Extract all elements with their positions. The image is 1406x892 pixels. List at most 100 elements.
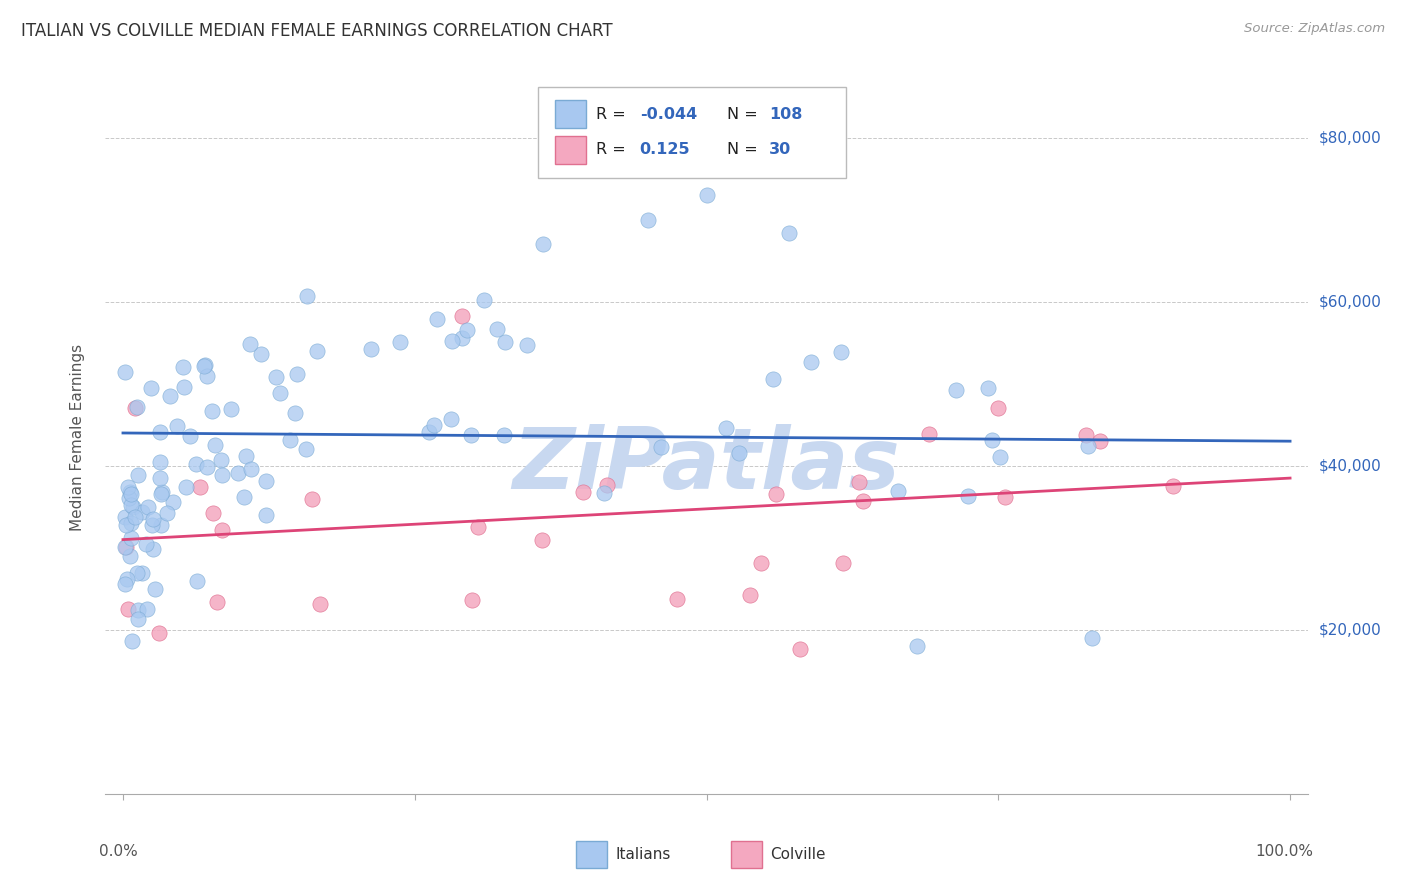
Point [800,354,823,368]
Point [173,380,195,394]
Point [1088,434,1111,448]
Point [149,455,172,469]
Point [195,369,218,384]
Point [150,487,173,501]
Text: R =: R = [596,107,631,121]
Point [156,506,179,520]
Point [309,598,332,612]
Point [388,334,411,349]
Point [127,603,149,617]
Text: $20,000: $20,000 [1319,623,1382,638]
Point [456,323,478,337]
Point [162,495,184,509]
Point [239,337,262,351]
Point [1074,428,1097,442]
Point [115,540,138,554]
Point [124,510,146,524]
Point [117,480,139,494]
Point [201,404,224,418]
Point [174,480,197,494]
Point [887,484,910,499]
Point [451,331,474,345]
Point [120,516,142,530]
Text: 100.0%: 100.0% [1256,844,1313,859]
Point [450,310,472,324]
Point [516,338,538,352]
Point [235,449,257,463]
Point [139,381,162,395]
Point [531,237,554,252]
Point [778,226,800,240]
Text: 30: 30 [769,143,792,157]
Point [120,498,142,512]
Point [131,506,153,520]
Point [149,518,172,533]
Text: ITALIAN VS COLVILLE MEDIAN FEMALE EARNINGS CORRELATION CHART: ITALIAN VS COLVILLE MEDIAN FEMALE EARNIN… [21,22,613,40]
Point [193,359,215,373]
Point [254,475,277,489]
Point [125,566,148,580]
Point [143,582,166,596]
Point [637,212,659,227]
Text: Source: ZipAtlas.com: Source: ZipAtlas.com [1244,22,1385,36]
Point [301,491,323,506]
Point [136,500,159,515]
Point [118,491,141,506]
Point [440,334,463,348]
Point [831,556,853,570]
Point [418,425,440,440]
Point [254,508,277,522]
Text: $80,000: $80,000 [1319,130,1382,145]
Point [149,425,172,439]
Point [650,440,672,454]
Point [142,512,165,526]
Point [233,490,256,504]
Y-axis label: Median Female Earnings: Median Female Earnings [70,343,84,531]
Point [118,549,141,563]
Point [142,542,165,557]
Point [135,537,157,551]
Point [121,634,143,648]
Point [211,468,233,483]
Point [494,428,516,442]
Point [179,429,201,443]
Point [150,485,173,500]
Point [765,487,787,501]
Point [114,510,136,524]
Point [714,420,737,434]
Point [278,433,301,447]
Point [295,442,318,456]
Point [1077,439,1099,453]
Point [360,342,382,356]
Point [284,406,307,420]
Point [596,478,619,492]
Point [159,389,181,403]
Point [957,489,980,503]
Point [977,382,1000,396]
Point [307,344,329,359]
Point [219,402,242,417]
Text: 0.0%: 0.0% [100,844,138,859]
Point [749,557,772,571]
Point [572,484,595,499]
Point [149,471,172,485]
Point [188,480,211,494]
Point [495,335,517,350]
Point [1163,479,1185,493]
Point [988,450,1011,465]
Point [472,293,495,307]
Text: Italians: Italians [616,847,671,862]
Point [945,384,967,398]
Point [295,289,318,303]
Point [120,487,142,501]
Point [148,626,170,640]
Point [249,347,271,361]
Point [987,401,1010,416]
Point [207,595,229,609]
Point [762,372,785,386]
Point [848,475,870,489]
Point [485,322,508,336]
Point [141,517,163,532]
Point [852,494,875,508]
Point [118,484,141,499]
